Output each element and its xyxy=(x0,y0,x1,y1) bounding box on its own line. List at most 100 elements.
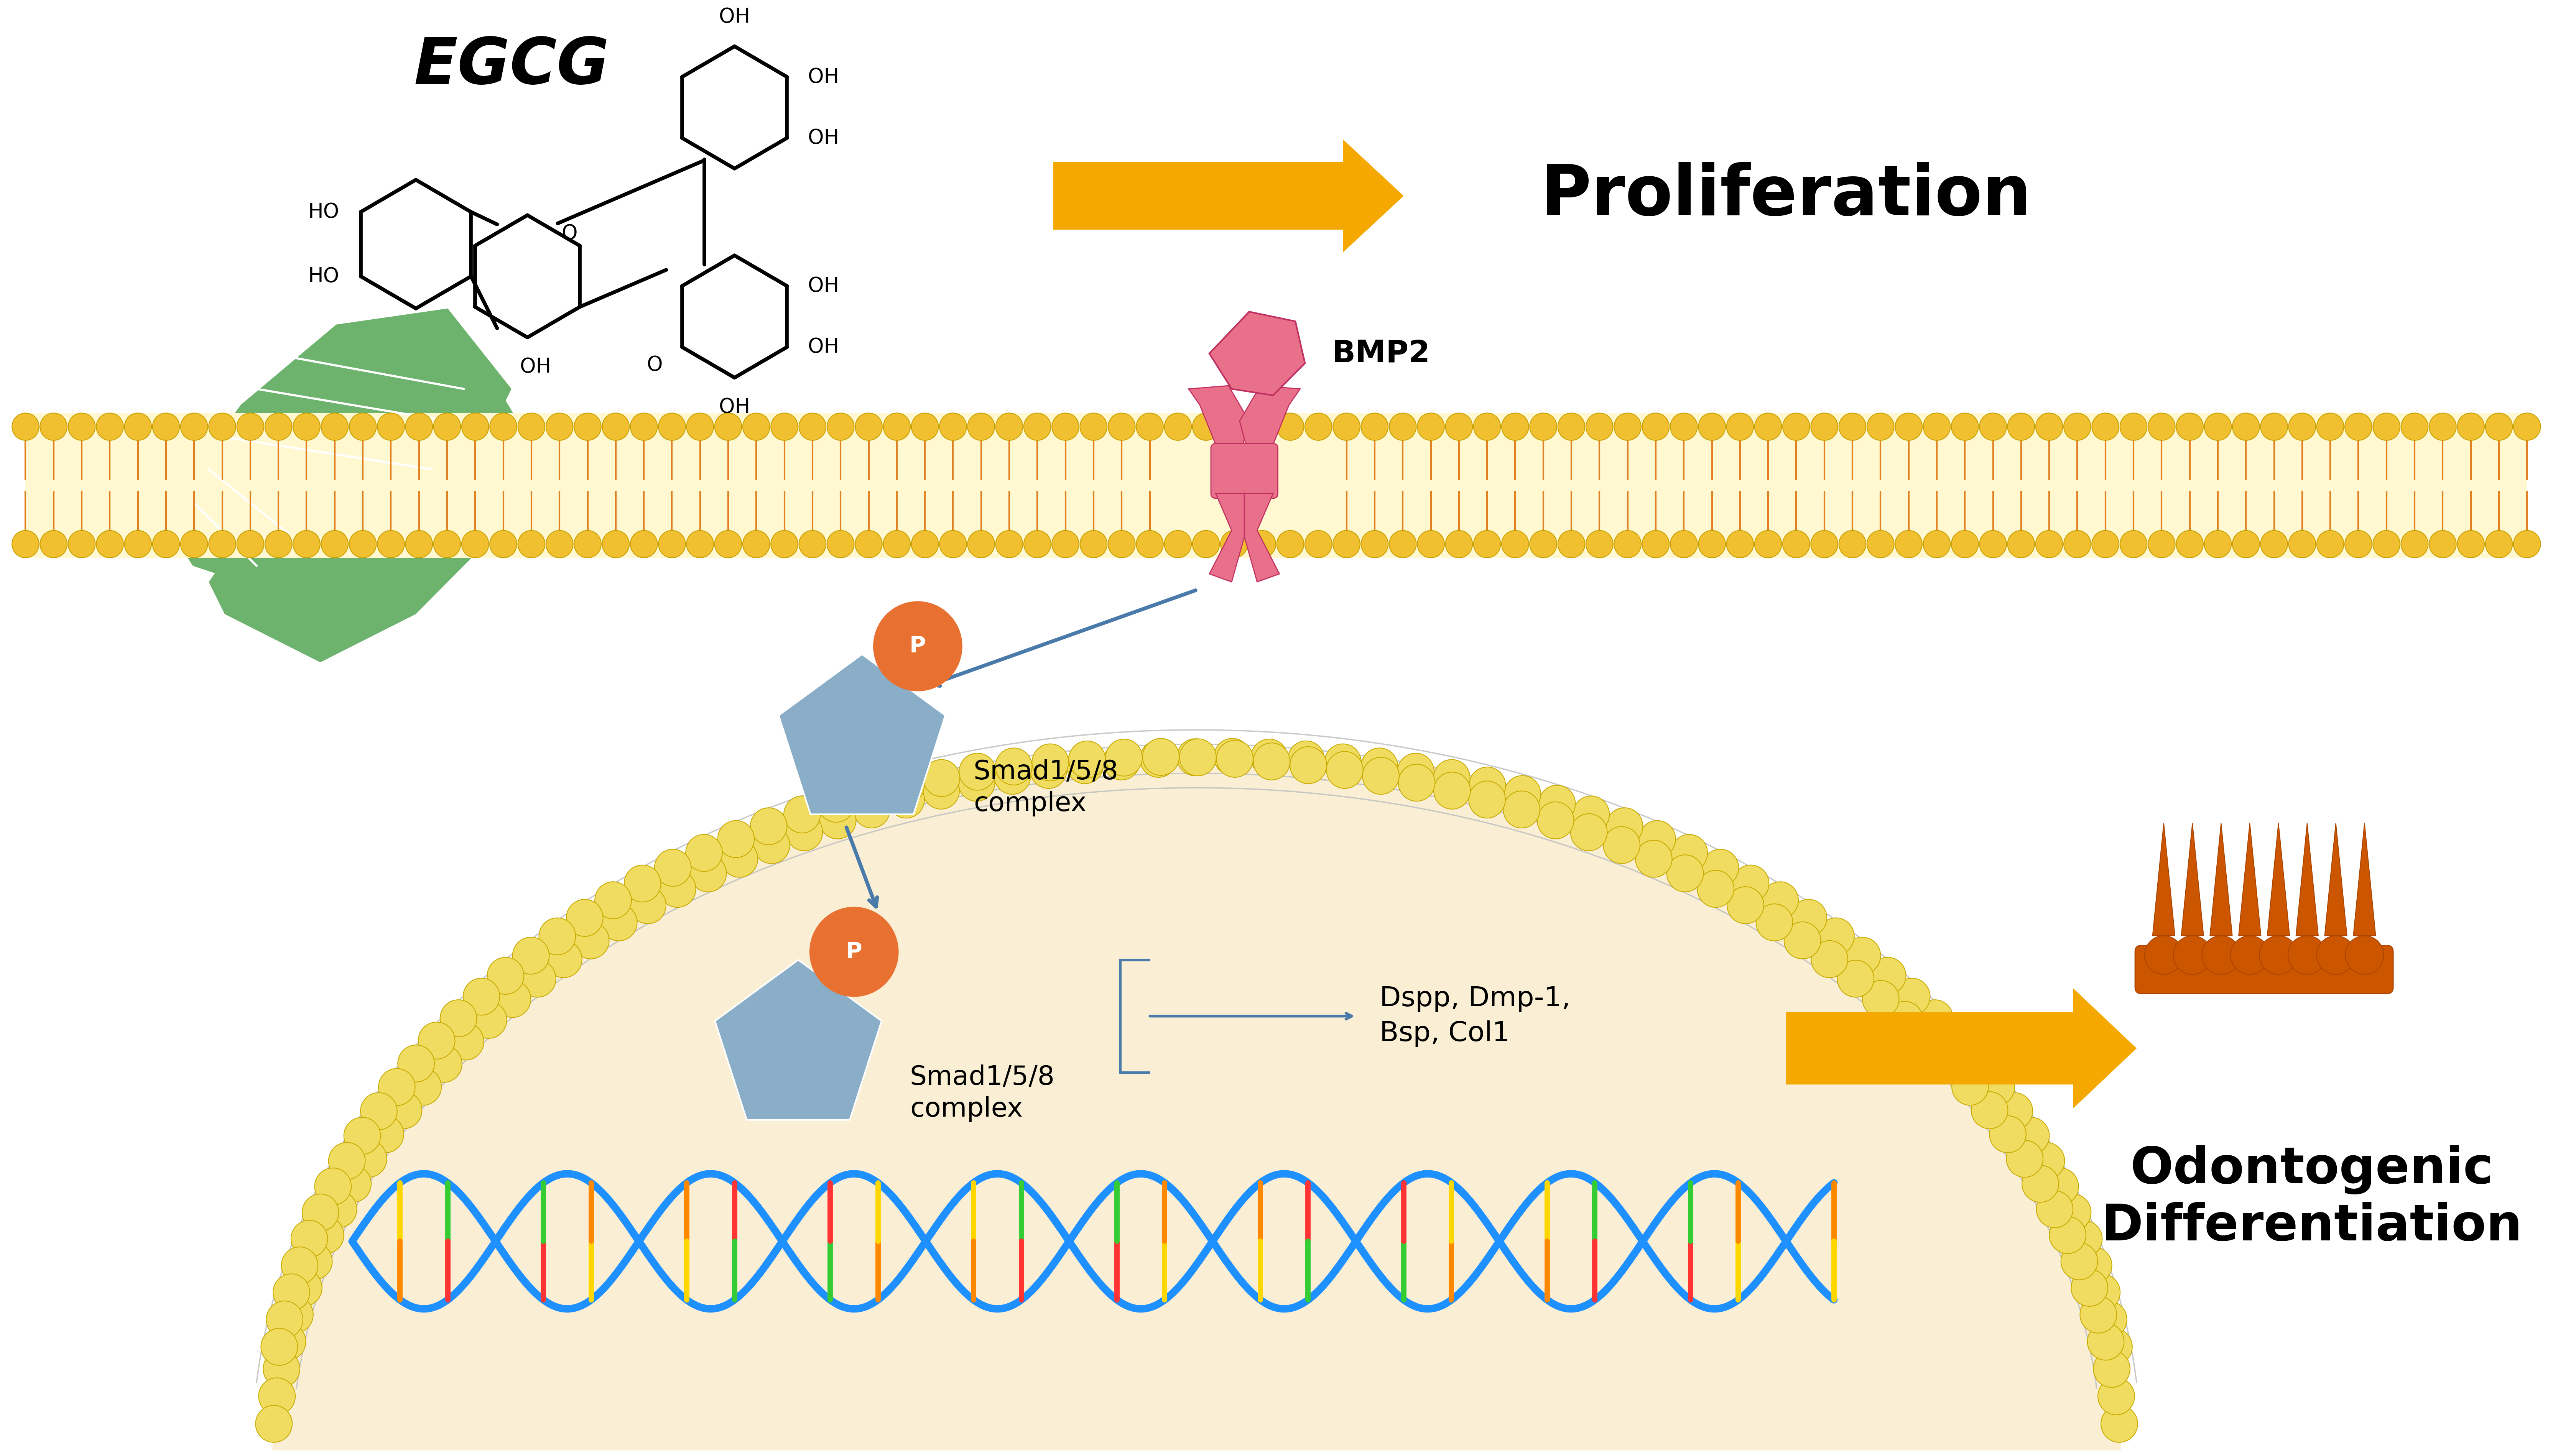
Circle shape xyxy=(368,1115,404,1153)
Circle shape xyxy=(350,1140,386,1178)
Circle shape xyxy=(291,1220,327,1257)
Circle shape xyxy=(574,412,600,440)
Circle shape xyxy=(404,412,433,440)
Circle shape xyxy=(1638,820,1674,858)
Circle shape xyxy=(1672,835,1708,871)
Circle shape xyxy=(322,412,348,440)
Circle shape xyxy=(1669,412,1698,440)
Circle shape xyxy=(13,412,39,440)
Circle shape xyxy=(265,530,291,558)
Circle shape xyxy=(1953,412,1978,440)
FancyBboxPatch shape xyxy=(2136,945,2393,993)
Circle shape xyxy=(623,865,662,902)
Polygon shape xyxy=(1208,312,1306,395)
Circle shape xyxy=(1079,412,1108,440)
Circle shape xyxy=(1917,1000,1953,1037)
Circle shape xyxy=(827,530,855,558)
Circle shape xyxy=(281,1247,317,1284)
Circle shape xyxy=(742,412,770,440)
Circle shape xyxy=(1953,530,1978,558)
Text: OH: OH xyxy=(520,357,551,376)
Circle shape xyxy=(1249,530,1275,558)
Circle shape xyxy=(1615,412,1641,440)
Circle shape xyxy=(659,530,685,558)
Polygon shape xyxy=(2324,823,2347,935)
Text: EGCG: EGCG xyxy=(415,35,608,97)
Circle shape xyxy=(1641,530,1669,558)
Circle shape xyxy=(260,1329,299,1365)
Circle shape xyxy=(1136,530,1164,558)
Circle shape xyxy=(1909,1024,1945,1060)
Circle shape xyxy=(629,887,667,923)
Circle shape xyxy=(1839,530,1865,558)
Circle shape xyxy=(2066,1220,2102,1257)
Circle shape xyxy=(631,530,657,558)
Circle shape xyxy=(518,530,546,558)
Text: OH: OH xyxy=(809,337,840,357)
Circle shape xyxy=(417,1022,456,1059)
Circle shape xyxy=(2061,1243,2097,1279)
Text: Smad1/5/8
complex: Smad1/5/8 complex xyxy=(909,1064,1054,1122)
FancyBboxPatch shape xyxy=(1211,443,1278,498)
Circle shape xyxy=(690,855,726,892)
Circle shape xyxy=(2458,530,2483,558)
Circle shape xyxy=(13,530,39,558)
Circle shape xyxy=(912,412,938,440)
Circle shape xyxy=(969,412,994,440)
Circle shape xyxy=(386,1092,422,1128)
Circle shape xyxy=(2120,530,2146,558)
Circle shape xyxy=(1079,530,1108,558)
Circle shape xyxy=(1249,412,1275,440)
Circle shape xyxy=(1978,530,2007,558)
Polygon shape xyxy=(1188,386,1249,456)
Polygon shape xyxy=(778,655,945,815)
Circle shape xyxy=(335,1166,371,1202)
Circle shape xyxy=(180,530,209,558)
Circle shape xyxy=(2316,412,2344,440)
Circle shape xyxy=(1033,743,1069,781)
Circle shape xyxy=(1762,881,1798,919)
Circle shape xyxy=(1504,791,1540,828)
Circle shape xyxy=(1937,1022,1976,1059)
Circle shape xyxy=(2486,412,2512,440)
Circle shape xyxy=(2089,1301,2128,1337)
Circle shape xyxy=(770,412,799,440)
Circle shape xyxy=(361,1093,397,1130)
Circle shape xyxy=(2079,1297,2117,1333)
Circle shape xyxy=(2063,412,2092,440)
Circle shape xyxy=(2027,1143,2063,1179)
Circle shape xyxy=(1473,530,1502,558)
Text: Smad1/5/8
complex: Smad1/5/8 complex xyxy=(974,759,1118,816)
Circle shape xyxy=(1417,412,1445,440)
Circle shape xyxy=(489,530,518,558)
Circle shape xyxy=(255,1406,291,1442)
Circle shape xyxy=(1870,957,1906,995)
Circle shape xyxy=(152,530,180,558)
Circle shape xyxy=(1023,412,1051,440)
Polygon shape xyxy=(1208,494,1244,582)
Circle shape xyxy=(2259,935,2298,974)
Text: Dspp, Dmp-1,
Bsp, Col1: Dspp, Dmp-1, Bsp, Col1 xyxy=(1381,986,1571,1047)
Circle shape xyxy=(263,1350,299,1388)
Circle shape xyxy=(258,1378,296,1414)
Circle shape xyxy=(1698,870,1734,908)
Circle shape xyxy=(958,754,997,790)
Polygon shape xyxy=(209,357,528,662)
Circle shape xyxy=(770,530,799,558)
Circle shape xyxy=(2007,412,2035,440)
Circle shape xyxy=(940,412,966,440)
Circle shape xyxy=(799,412,827,440)
Circle shape xyxy=(2205,530,2231,558)
Circle shape xyxy=(1587,530,1613,558)
Circle shape xyxy=(1558,412,1584,440)
Circle shape xyxy=(513,937,549,974)
Circle shape xyxy=(1896,412,1922,440)
Circle shape xyxy=(2177,530,2202,558)
Circle shape xyxy=(1958,1045,1996,1082)
Circle shape xyxy=(567,899,603,937)
Polygon shape xyxy=(160,308,513,598)
Circle shape xyxy=(574,530,600,558)
Circle shape xyxy=(1144,739,1180,775)
Circle shape xyxy=(538,918,574,955)
Circle shape xyxy=(2102,1406,2138,1442)
